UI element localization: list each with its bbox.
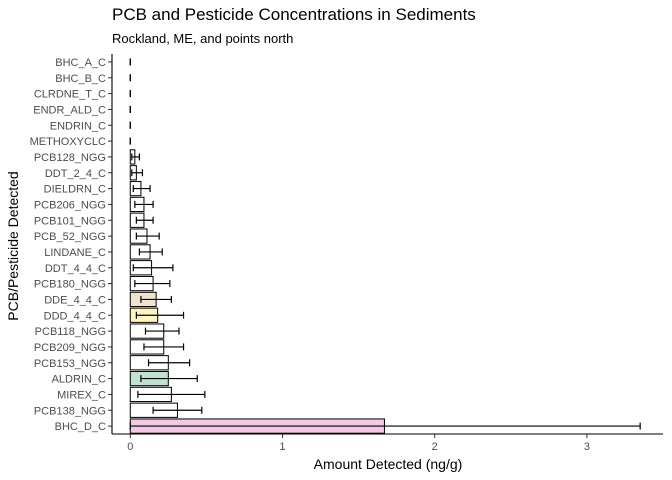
- y-axis-label: PCB/Pesticide Detected: [5, 171, 21, 320]
- y-tick-label: DDE_4_4_C: [44, 294, 106, 306]
- y-tick-label: ALDRIN_C: [52, 374, 106, 386]
- y-tick-label: CLRDNE_T_C: [34, 89, 106, 101]
- y-tick-label: ENDRIN_C: [50, 120, 106, 132]
- y-tick-label: DDT_4_4_C: [45, 263, 106, 275]
- y-tick-label: DDD_4_4_C: [44, 310, 106, 322]
- y-tick-label: PCB209_NGG: [34, 342, 106, 354]
- y-tick-label: PCB128_NGG: [34, 152, 106, 164]
- y-tick-label: PCB138_NGG: [34, 405, 106, 417]
- y-tick-label: METHOXYCLC: [30, 136, 106, 148]
- y-tick-label: PCB206_NGG: [34, 199, 106, 211]
- y-tick-label: MIREX_C: [57, 389, 106, 401]
- chart-title: PCB and Pesticide Concentrations in Sedi…: [112, 5, 476, 24]
- y-tick-label: PCB118_NGG: [35, 326, 106, 338]
- y-tick-label: PCB180_NGG: [34, 279, 106, 291]
- y-tick-label: BHC_B_C: [55, 73, 106, 85]
- y-tick-label: ENDR_ALD_C: [33, 104, 106, 116]
- x-tick-label: 1: [279, 441, 285, 453]
- x-tick-label: 3: [584, 441, 590, 453]
- y-tick-label: BHC_D_C: [55, 421, 106, 433]
- y-tick-label: DIELDRN_C: [44, 184, 106, 196]
- y-tick-label: BHC_A_C: [55, 57, 106, 69]
- y-tick-label: LINDANE_C: [44, 247, 106, 259]
- y-tick-label: PCB101_NGG: [34, 215, 106, 227]
- x-axis-label: Amount Detected (ng/g): [314, 456, 463, 472]
- plot-area: BHC_A_C BHC_B_C CLRDNE_T_C ENDR_ALD_C ENDRIN…: [30, 54, 663, 453]
- x-tick-label: 0: [127, 441, 133, 453]
- x-tick-label: 2: [432, 441, 438, 453]
- y-tick-label: PCB_52_NGG: [34, 231, 106, 243]
- y-tick-label: DDT_2_4_C: [45, 168, 106, 180]
- y-tick-label: PCB153_NGG: [34, 358, 106, 370]
- chart-subtitle: Rockland, ME, and points north: [112, 31, 293, 46]
